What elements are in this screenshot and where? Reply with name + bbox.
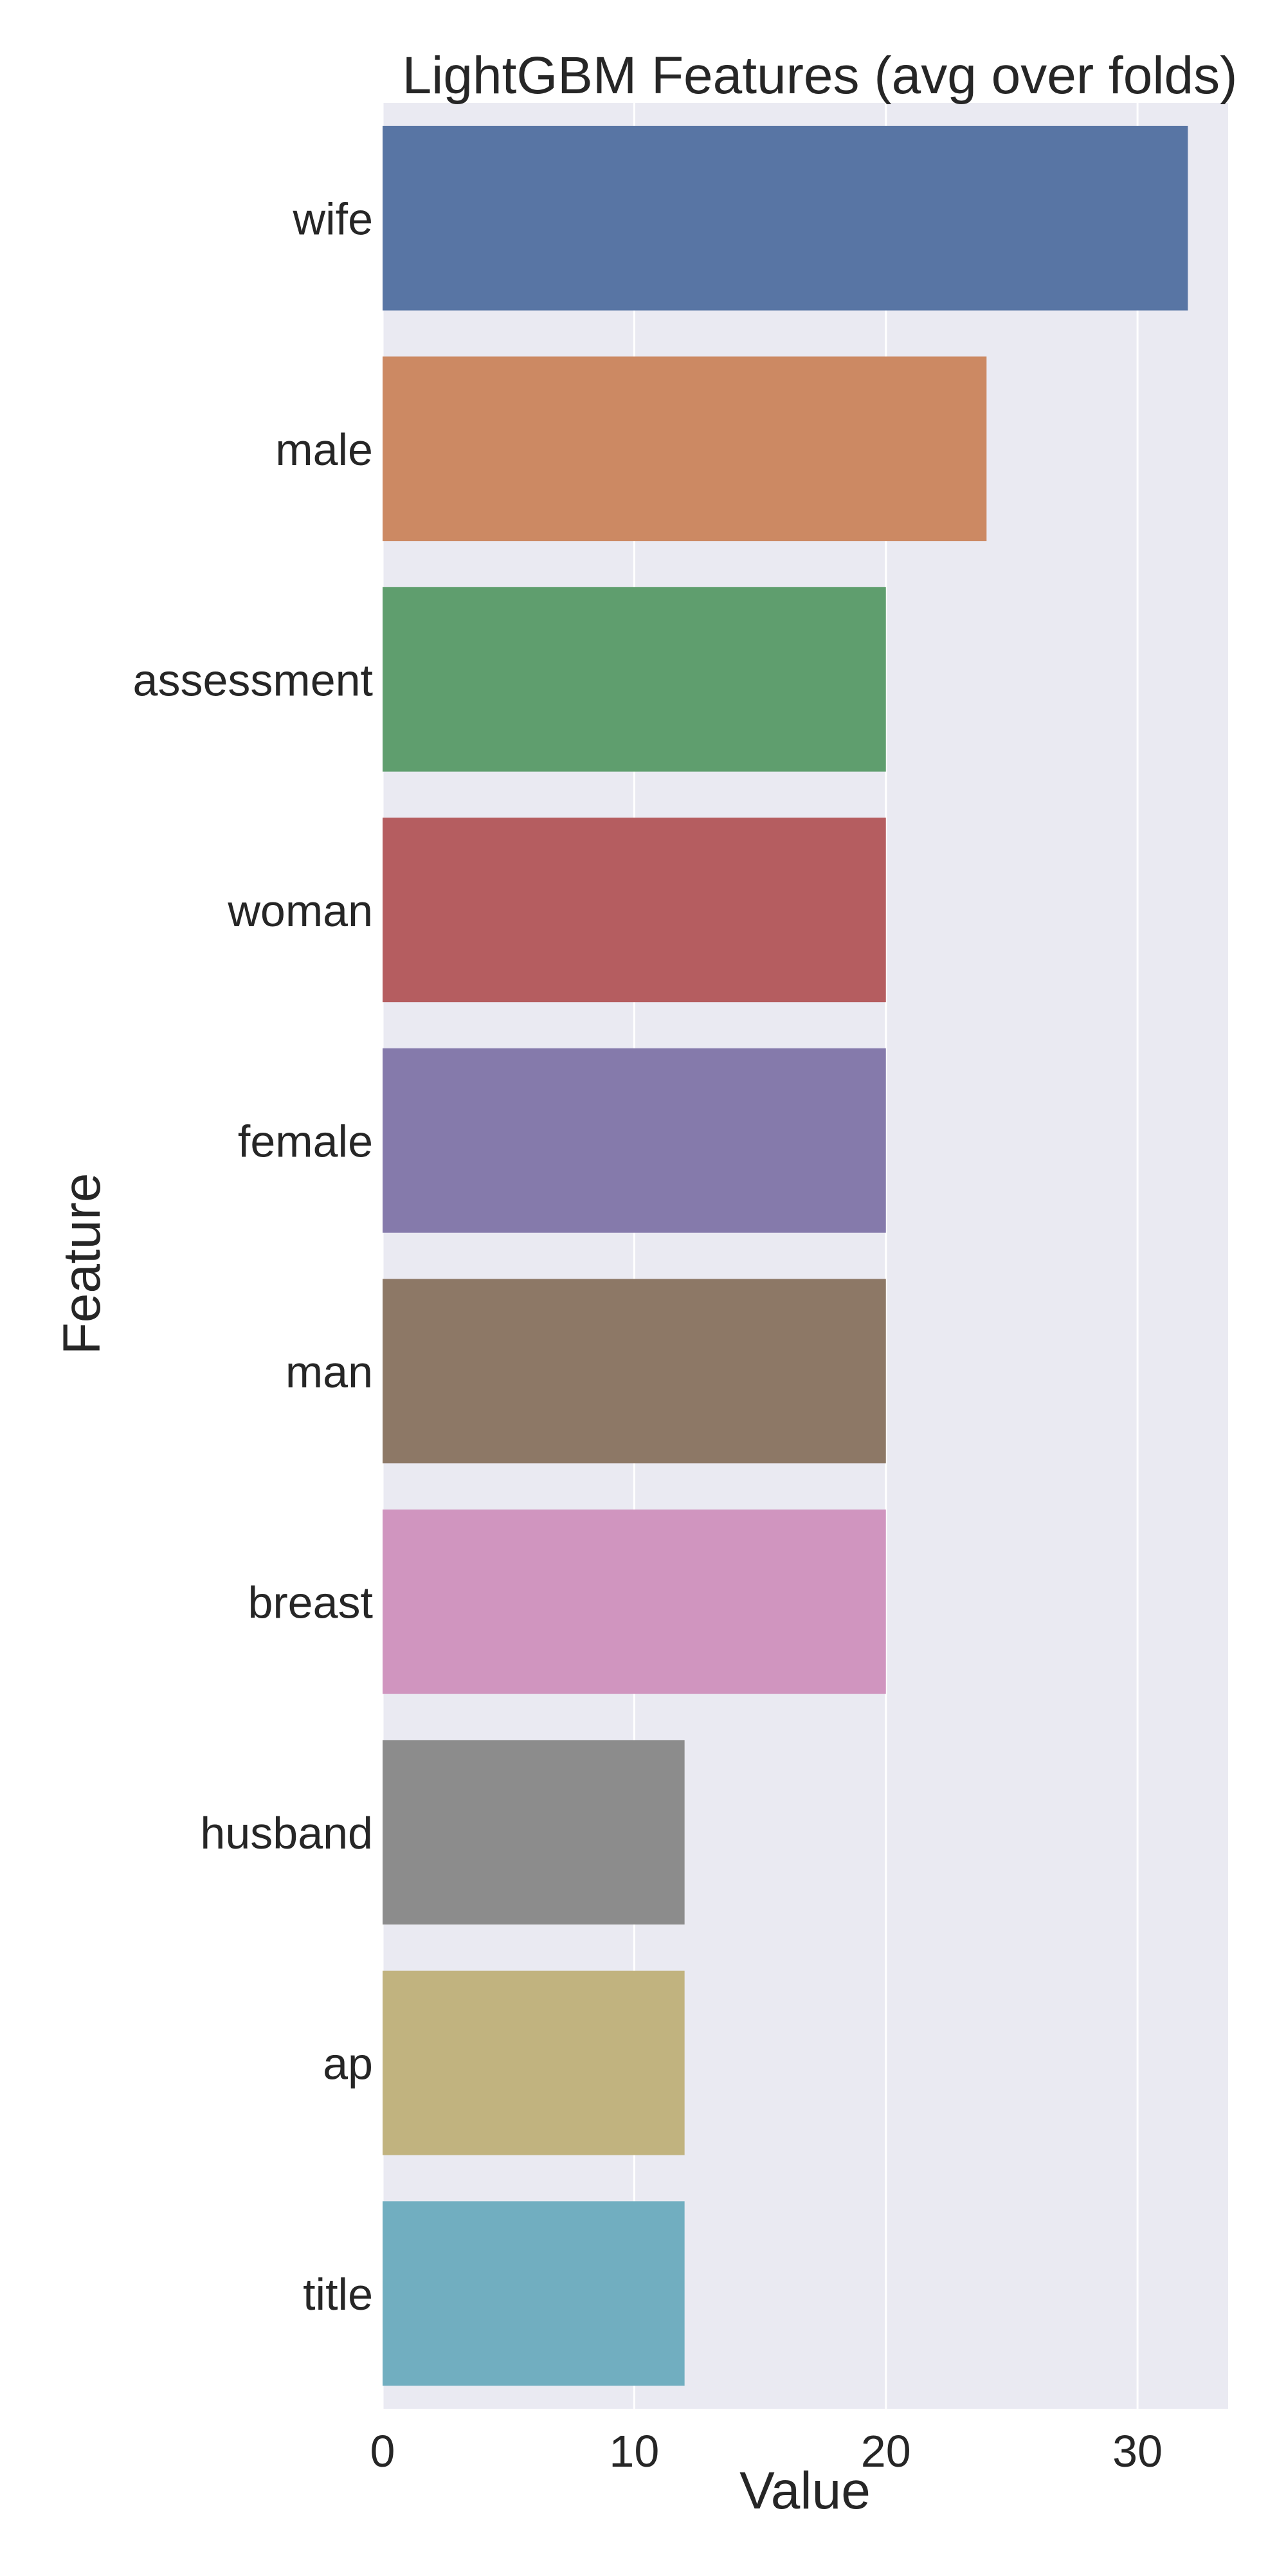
y-axis-label: Feature (53, 1173, 111, 1355)
chart-title: LightGBM Features (avg over folds) (403, 46, 1238, 105)
y-tick-label: female (238, 1116, 373, 1166)
x-tick-label: 0 (370, 2426, 395, 2476)
y-tick-label: woman (227, 886, 373, 936)
x-tick-label: 30 (1112, 2426, 1163, 2476)
x-tick-label: 20 (861, 2426, 911, 2476)
bar-woman (383, 818, 886, 1003)
bar-husband (383, 1740, 685, 1925)
bar-man (383, 1279, 886, 1464)
bar-female (383, 1048, 886, 1233)
y-tick-label: male (275, 425, 373, 475)
bar-wife (383, 125, 1188, 311)
bar-title (383, 2201, 685, 2386)
x-axis-label: Value (739, 2462, 871, 2520)
y-tick-label: husband (200, 1808, 373, 1858)
y-tick-label: title (303, 2269, 373, 2319)
bar-ap (383, 1970, 685, 2155)
y-tick-label: ap (323, 2038, 373, 2088)
x-tick-labels: 0 10 20 30 (370, 2426, 1163, 2476)
y-tick-label: wife (293, 194, 373, 244)
y-tick-label: breast (248, 1577, 373, 1627)
y-tick-label: assessment (133, 655, 373, 705)
bar-assessment (383, 587, 886, 772)
y-tick-labels: wife male assessment woman female man breast hu… (133, 194, 373, 2319)
bars (383, 125, 1188, 2386)
bar-breast (383, 1509, 886, 1694)
y-tick-label: man (285, 1347, 373, 1397)
bar-male (383, 356, 987, 542)
x-tick-label: 10 (609, 2426, 659, 2476)
